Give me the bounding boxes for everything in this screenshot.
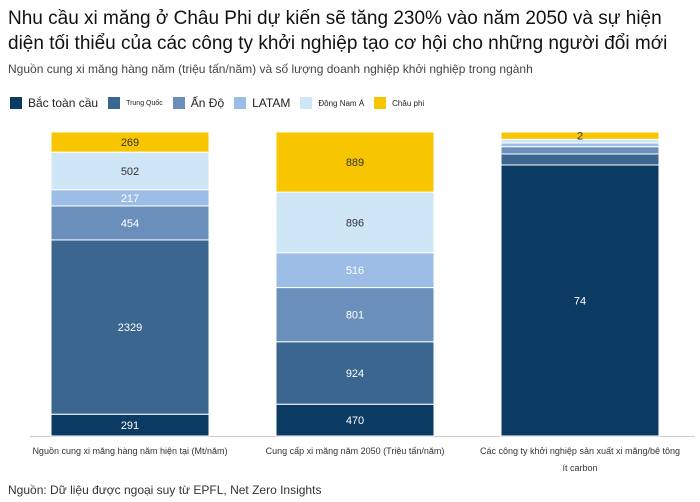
legend-item: Ấn Độ (172, 96, 225, 110)
bar-segment (275, 403, 435, 437)
legend-label: Ấn Độ (190, 96, 225, 110)
bar-segment (500, 146, 660, 155)
bar-segment (275, 191, 435, 254)
bar-segment (275, 131, 435, 193)
data-label: 924 (346, 368, 364, 380)
legend-swatch (108, 97, 121, 109)
data-label: 516 (346, 265, 364, 277)
chart-title: Nhu cầu xi măng ở Châu Phi dự kiến sẽ tă… (8, 8, 668, 54)
data-label: 454 (121, 218, 139, 230)
source-note: Nguồn: Dữ liệu được ngoại suy từ EPFL, N… (8, 483, 322, 497)
data-label: 269 (121, 137, 139, 149)
legend-item: Bắc toàn cầu (10, 96, 98, 110)
legend-label: Trung Quốc (126, 99, 163, 107)
bar-segment (275, 341, 435, 405)
legend-item: Đông Nam Á (300, 97, 364, 109)
legend-swatch (300, 97, 313, 109)
legend-swatch (234, 97, 247, 109)
data-label: 291 (121, 420, 139, 432)
data-label: 217 (121, 193, 139, 205)
legend-swatch (172, 97, 185, 109)
data-label: 801 (346, 310, 364, 322)
legend-item: Trung Quốc (108, 97, 163, 109)
legend-label: Đông Nam Á (318, 98, 365, 108)
bar-segment (275, 252, 435, 289)
legend: Bắc toàn cầu Trung Quốc Ấn Độ LATAM Đông Nam… (10, 93, 434, 113)
legend-swatch (374, 97, 387, 109)
data-label: 2329 (118, 322, 142, 334)
data-label: 502 (121, 166, 139, 178)
legend-label: Châu phi (392, 98, 425, 108)
legend-swatch (10, 97, 22, 109)
bar-segment (500, 164, 660, 437)
legend-label: Bắc toàn cầu (28, 96, 99, 110)
category-label: Cung cấp xi măng năm 2050 (Triệu tấn/năm… (266, 446, 445, 456)
legend-item: Châu phi (374, 97, 424, 109)
bar-segment (50, 205, 210, 241)
data-label: 2 (577, 131, 583, 143)
data-label: 896 (346, 217, 364, 229)
bar-segment (275, 287, 435, 343)
category-label: Các công ty khởi nghiệp sản xuất xi măng… (480, 446, 680, 456)
data-label: 889 (346, 157, 364, 169)
category-label: Nguồn cung xi măng hàng năm hiện tại (Mt… (32, 446, 227, 456)
data-label: 470 (346, 415, 364, 427)
category-label: ít carbon (562, 463, 597, 473)
bar-segment (500, 153, 660, 166)
legend-label: LATAM (252, 96, 291, 110)
chart-subtitle: Nguồn cung xi măng hàng năm (triệu tấn/n… (8, 62, 533, 76)
legend-item: LATAM (234, 96, 290, 110)
bar-segment (50, 151, 210, 191)
bar-segment (500, 142, 660, 148)
bar-segment (500, 131, 660, 140)
bar-segment (50, 131, 210, 153)
data-label: 74 (574, 295, 586, 307)
